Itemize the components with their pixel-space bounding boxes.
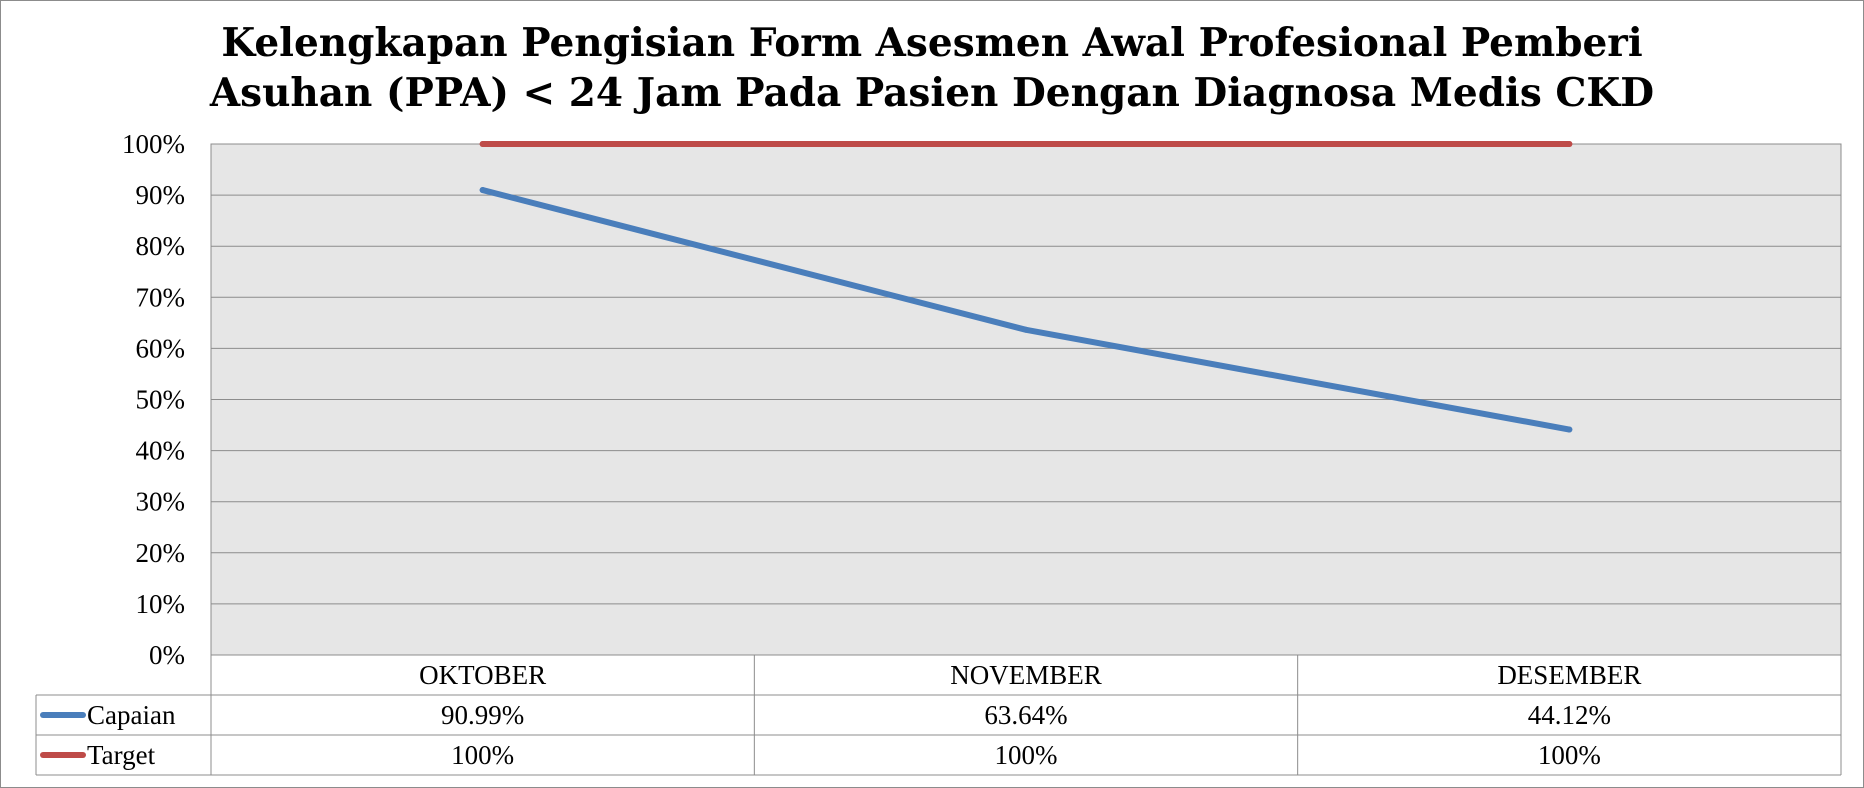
y-tick-label: 80% [136,231,186,261]
data-label: 44.12% [1528,700,1611,730]
y-tick-label: 40% [136,436,186,466]
y-tick-label: 70% [136,282,186,312]
y-tick-label: 50% [136,385,186,415]
data-label: 90.99% [441,700,524,730]
data-point [1023,326,1029,333]
data-label: 100% [1538,740,1601,770]
y-tick-label: 30% [136,487,186,517]
chart-title-line-2: Asuhan (PPA) < 24 Jam Pada Pasien Dengan… [209,70,1655,116]
y-tick-label: 10% [136,589,186,619]
y-tick-label: 100% [122,129,185,159]
y-tick-label: 90% [136,180,186,210]
x-tick-label: DESEMBER [1497,660,1641,690]
x-tick-label: OKTOBER [419,660,546,690]
legend-label: Target [87,740,156,770]
y-tick-label: 20% [136,538,186,568]
data-label: 63.64% [984,700,1067,730]
y-tick-label: 60% [136,333,186,363]
y-tick-label: 0% [149,640,185,670]
data-point [1566,141,1573,147]
data-point [479,141,486,147]
data-point [1023,141,1029,147]
data-label: 100% [451,740,514,770]
x-tick-label: NOVEMBER [950,660,1102,690]
data-label: 100% [995,740,1058,770]
chart-title: Kelengkapan Pengisian Form Asesmen Awal … [0,18,1864,118]
data-point [1566,426,1573,433]
data-point [479,187,486,194]
chart-title-line-1: Kelengkapan Pengisian Form Asesmen Awal … [221,20,1643,66]
legend-label: Capaian [87,700,176,730]
